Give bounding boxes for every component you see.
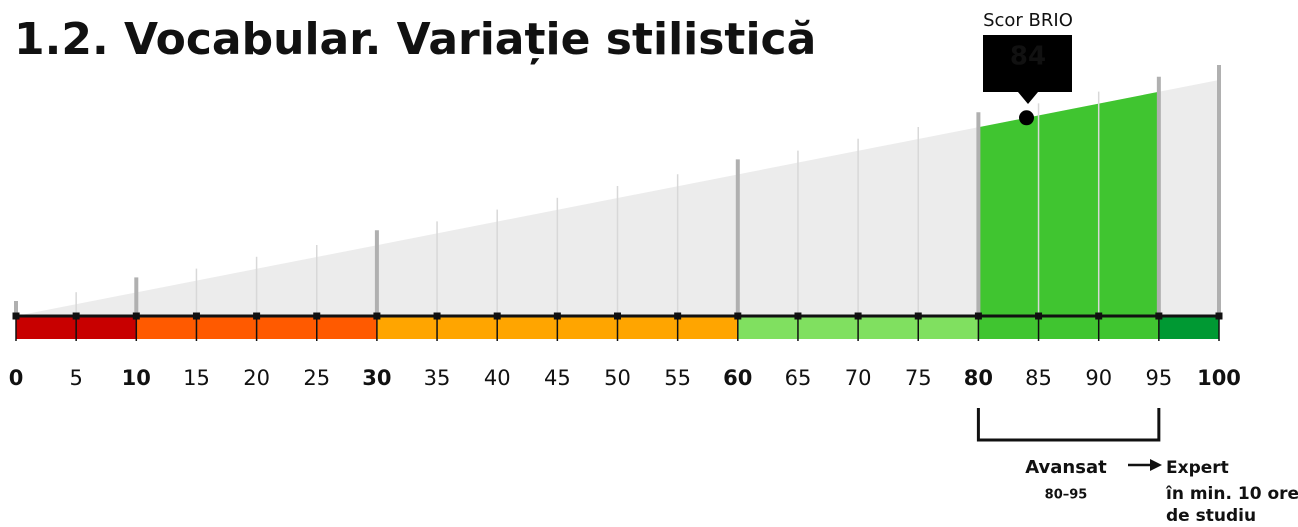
highlight-area	[978, 91, 1159, 316]
x-tick-label: 40	[484, 366, 511, 390]
x-tick-label: 20	[243, 366, 270, 390]
x-tick-label: 85	[1025, 366, 1052, 390]
score-marker	[1019, 110, 1035, 126]
next-level-note: în min. 10 ore	[1165, 484, 1298, 504]
x-tick-label: 75	[905, 366, 932, 390]
next-level-label: Expert	[1166, 458, 1229, 478]
x-tick-label: 80	[964, 366, 993, 390]
x-tick-label: 15	[183, 366, 210, 390]
x-tick-label: 55	[664, 366, 691, 390]
x-tick-label: 70	[845, 366, 872, 390]
x-tick-label: 30	[362, 366, 391, 390]
band	[1158, 316, 1219, 339]
x-tick-label: 95	[1145, 366, 1172, 390]
band	[978, 316, 1159, 339]
x-tick-label: 5	[69, 366, 82, 390]
score-value: 84	[1010, 42, 1046, 72]
x-tick-label: 35	[424, 366, 451, 390]
score-callout	[983, 35, 1072, 104]
x-tick-label: 60	[723, 366, 752, 390]
range-bracket	[976, 408, 1161, 442]
x-tick-label: 25	[303, 366, 330, 390]
level-label: Avansat	[1025, 457, 1107, 478]
x-tick-label: 0	[9, 366, 24, 390]
score-label: Scor BRIO	[983, 10, 1073, 31]
x-tick-label: 65	[785, 366, 812, 390]
arrow-head	[1150, 459, 1162, 471]
x-tick-label: 50	[604, 366, 631, 390]
level-range: 80–95	[1045, 488, 1088, 503]
x-tick-label: 10	[122, 366, 151, 390]
x-tick-label: 100	[1197, 366, 1241, 390]
x-tick-label: 45	[544, 366, 571, 390]
x-tick-label: 90	[1085, 366, 1112, 390]
chart-title: 1.2. Vocabular. Variație stilistică	[14, 14, 816, 65]
next-level-note: de studiu	[1166, 506, 1256, 526]
